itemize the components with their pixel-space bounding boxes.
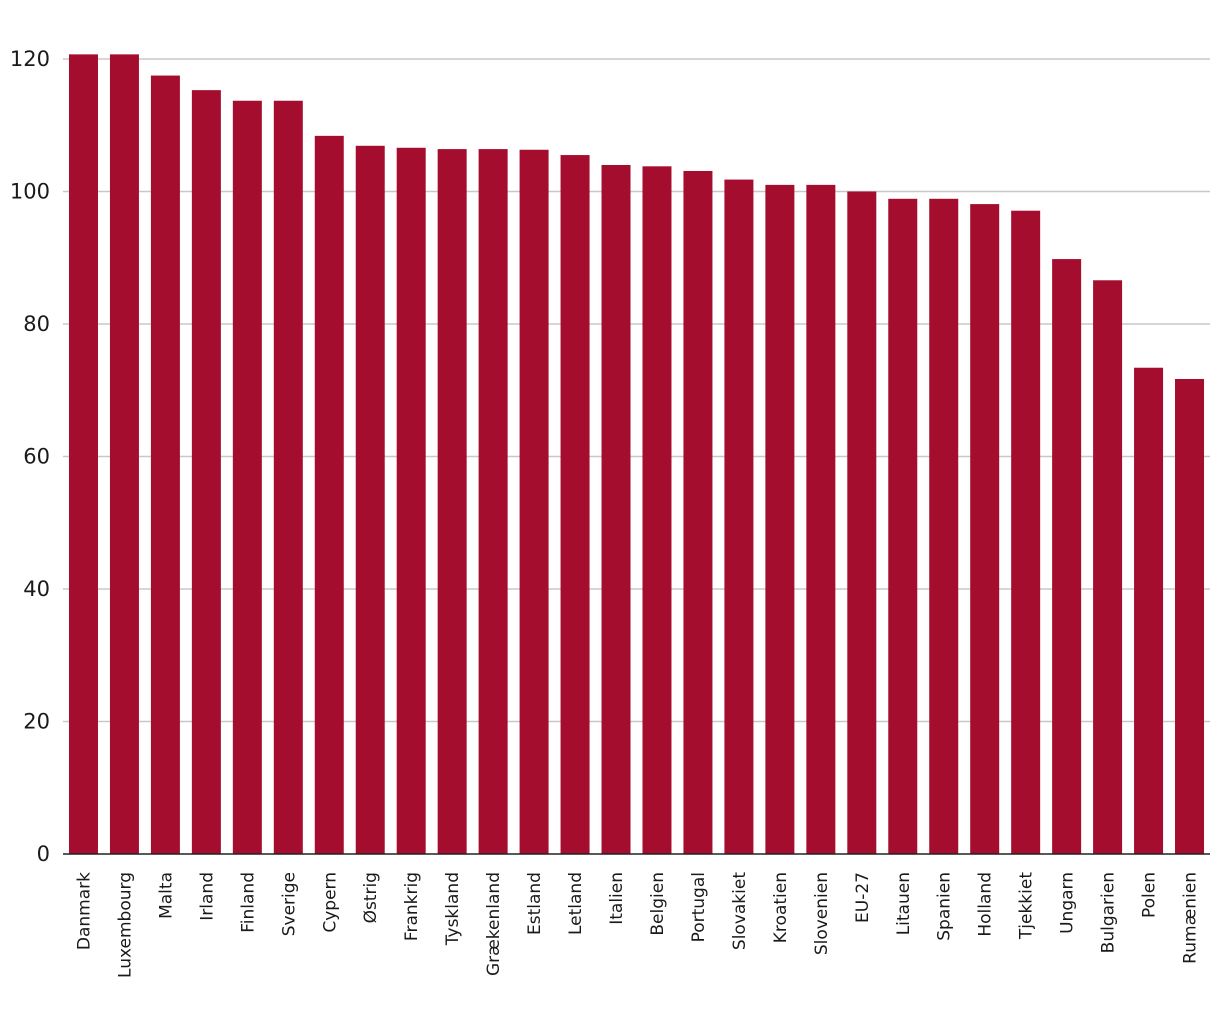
x-tick-label: Irland — [197, 872, 217, 921]
bar — [232, 100, 262, 855]
y-tick-label: 20 — [23, 710, 50, 734]
x-tick-label: Cypern — [320, 872, 340, 933]
bar — [642, 166, 672, 854]
x-tick-label: Italien — [607, 872, 627, 925]
x-tick-label: Tyskland — [443, 872, 463, 946]
y-tick-label: 0 — [37, 842, 50, 866]
x-tick-label: Danmark — [74, 872, 94, 950]
bar — [601, 165, 631, 854]
x-tick-label: Slovenien — [812, 872, 832, 955]
y-tick-label: 100 — [10, 180, 50, 204]
bar — [396, 147, 426, 854]
x-tick-label: Holland — [976, 872, 996, 937]
x-tick-label: Estland — [525, 872, 545, 935]
x-tick-label: Grækenland — [484, 872, 504, 976]
bar — [683, 170, 713, 854]
x-tick-label: Østrig — [361, 872, 381, 923]
x-tick-label: Bulgarien — [1099, 872, 1119, 953]
y-tick-labels: 0 20 40 60 80 100 120 — [10, 47, 50, 866]
bar — [765, 184, 795, 854]
bar — [970, 204, 1000, 854]
bar — [68, 54, 98, 855]
x-tick-label: Belgien — [648, 872, 668, 936]
bar — [437, 149, 467, 855]
bar — [1175, 378, 1205, 854]
bar — [109, 54, 139, 855]
bar — [929, 198, 959, 855]
x-tick-label: Sverige — [279, 872, 299, 936]
x-tick-label: Tjekkiet — [1017, 872, 1037, 940]
x-tick-labels: Danmark Luxembourg Malta Irland Finland Sveri… — [74, 872, 1200, 978]
x-tick-label: Frankrig — [402, 872, 422, 941]
x-tick-label: Rumænien — [1181, 872, 1201, 964]
x-tick-label: Ungarn — [1058, 872, 1078, 934]
bar — [355, 145, 385, 855]
x-tick-label: Malta — [156, 872, 176, 919]
bar — [1011, 210, 1041, 854]
x-tick-label: Portugal — [689, 872, 709, 942]
x-tick-label: Litauen — [894, 872, 914, 935]
bar — [1052, 259, 1082, 854]
y-tick-label: 60 — [23, 445, 50, 469]
bar — [560, 155, 590, 854]
x-tick-label: Spanien — [935, 872, 955, 941]
bar — [1093, 280, 1123, 854]
x-tick-label: Luxembourg — [115, 872, 135, 978]
bar — [724, 179, 754, 854]
x-tick-label: Finland — [238, 872, 258, 933]
bar — [314, 135, 344, 855]
bar — [806, 184, 836, 854]
bar — [478, 149, 508, 855]
bar — [273, 100, 303, 855]
bar — [847, 191, 877, 854]
bars-layer — [68, 54, 1205, 855]
y-tick-label: 120 — [10, 47, 50, 71]
bar — [191, 90, 221, 854]
x-tick-label: Polen — [1140, 872, 1160, 918]
x-tick-label: Kroatien — [771, 872, 791, 943]
bar — [1134, 367, 1164, 854]
bar — [519, 149, 549, 854]
x-tick-label: Letland — [566, 872, 586, 935]
bar — [888, 198, 918, 855]
x-tick-label: EU-27 — [853, 872, 873, 923]
bar — [150, 75, 180, 854]
y-tick-label: 40 — [23, 577, 50, 601]
x-tick-label: Slovakiet — [730, 872, 750, 950]
y-tick-label: 80 — [23, 312, 50, 336]
